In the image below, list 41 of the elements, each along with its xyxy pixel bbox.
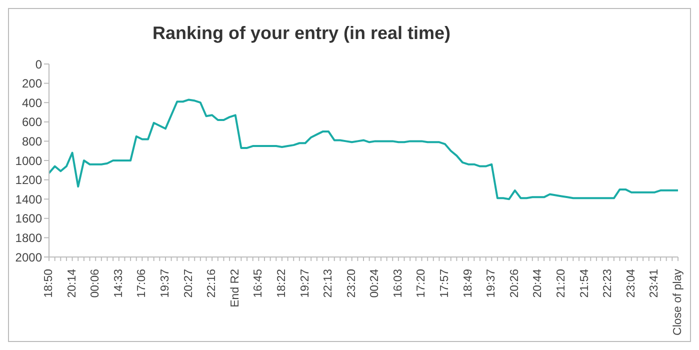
y-tick-label: 800: [22, 134, 42, 148]
x-tick-label: 23:04: [625, 268, 638, 298]
x-tick-label: 17:06: [136, 269, 148, 298]
x-tick-label: 23:41: [648, 269, 661, 298]
y-tick-label: 0: [35, 57, 42, 72]
x-tick-label: 18:22: [276, 269, 288, 298]
x-tick-label: 19:37: [486, 269, 498, 298]
x-tick-label: 00:06: [90, 269, 102, 298]
x-tick-label: 17:20: [416, 269, 428, 298]
x-tick-label: 17:57: [439, 269, 452, 298]
x-tick-label: 19:27: [299, 269, 312, 298]
y-tick-label: 200: [22, 76, 42, 91]
chart-title: Ranking of your entry (in real time): [151, 23, 452, 44]
line-series: [48, 98, 679, 200]
x-tick-label: 19:37: [159, 269, 172, 298]
x-tick-label: 23:20: [346, 269, 358, 298]
x-tick-label: End R2: [229, 269, 242, 308]
x-tick-label: 20:26: [508, 269, 521, 298]
y-tick-label: 1000: [15, 154, 42, 168]
x-tick-label: 00:24: [369, 268, 382, 298]
x-tick-label: 22:16: [206, 269, 218, 298]
x-tick-label: 22:13: [322, 269, 335, 298]
x-tick-label: 21:20: [556, 269, 568, 298]
x-tick-label: 22:23: [602, 269, 614, 298]
y-tick-label: 1800: [15, 230, 42, 245]
x-tick-label: 20:44: [532, 268, 544, 298]
x-tick-label: 21:54: [578, 268, 591, 298]
y-tick-label: 600: [22, 115, 42, 130]
x-tick-label: 18:50: [43, 269, 55, 298]
x-tick-label: 14:33: [112, 269, 125, 298]
y-tick-label: 1400: [15, 192, 42, 206]
x-tick-label: Close of play: [672, 268, 684, 336]
y-tick-label: 2000: [15, 250, 42, 264]
y-tick-label: 400: [22, 96, 42, 110]
y-tick-label: 1200: [15, 173, 42, 188]
x-tick-label: 18:49: [462, 269, 474, 298]
x-tick-label: 20:27: [182, 269, 195, 298]
y-tick-label: 1600: [15, 212, 42, 226]
x-tick-label: 20:14: [66, 268, 78, 298]
x-tick-label: 16:03: [392, 269, 404, 298]
x-tick-label: 16:45: [252, 269, 265, 298]
